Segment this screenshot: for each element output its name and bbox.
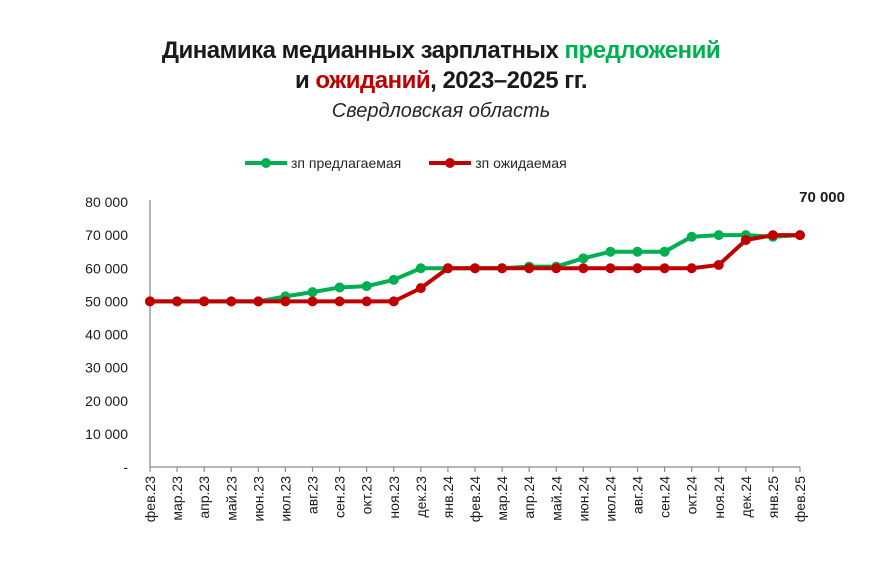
data-point (145, 296, 155, 307)
y-tick-label: 10 000 (85, 426, 128, 442)
y-tick-label: 60 000 (85, 260, 128, 276)
x-tick-label: янв.25 (765, 476, 781, 518)
data-point (415, 283, 426, 294)
data-point (307, 296, 318, 307)
x-tick-label: ноя.23 (386, 476, 402, 519)
y-tick-label: 30 000 (85, 360, 128, 376)
x-tick-label: июн.23 (250, 476, 266, 522)
x-tick-label: фев.23 (142, 476, 158, 522)
y-tick-label: 50 000 (85, 293, 128, 309)
data-point (199, 296, 210, 307)
data-point (659, 263, 670, 274)
data-point (334, 296, 345, 307)
x-tick-label: июн.24 (575, 476, 591, 522)
data-point (253, 296, 264, 307)
data-point (686, 231, 697, 242)
legend-marker-red-icon (429, 158, 472, 168)
chart-subtitle: Свердловская область (331, 100, 551, 122)
x-tick-label: сен.24 (657, 476, 673, 518)
data-point (713, 259, 724, 270)
data-point (388, 296, 399, 307)
chart-title-line2: и ожиданий, 2023–2025 гг. (294, 67, 588, 94)
data-point (524, 263, 535, 274)
data-point (334, 282, 345, 293)
x-tick-label: дек.23 (413, 476, 429, 518)
x-tick-label: апр.23 (196, 476, 212, 519)
title-highlight-expectations: ожиданий (315, 67, 431, 94)
x-tick-label: июл.23 (277, 476, 293, 522)
x-tick-label: мар.23 (169, 476, 185, 521)
legend-item-offered: зп предлагаемая (245, 155, 401, 171)
data-point (226, 296, 237, 307)
legend-item-expected: зп ожидаемая (429, 155, 567, 171)
legend: зп предлагаемая зп ожидаемая (245, 155, 567, 171)
x-tick-label: ноя.24 (711, 476, 727, 519)
data-point (605, 263, 616, 274)
data-point (632, 263, 643, 274)
y-tick-label: - (123, 459, 128, 475)
x-tick-label: фев.25 (792, 476, 808, 522)
data-point (605, 246, 616, 257)
x-tick-label: май.23 (223, 476, 239, 521)
data-point (361, 281, 372, 292)
x-tick-label: авг.24 (630, 476, 646, 514)
x-tick-label: фев.24 (467, 476, 483, 522)
title-highlight-offers: предложений (564, 37, 721, 64)
x-tick-label: апр.24 (521, 476, 537, 519)
data-point (361, 296, 372, 307)
data-point (686, 263, 697, 274)
data-point (470, 263, 480, 274)
data-point (497, 263, 508, 274)
data-point (795, 230, 805, 241)
data-point (415, 263, 426, 274)
x-tick-label: окт.23 (359, 476, 375, 515)
data-point (280, 296, 291, 307)
y-tick-label: 80 000 (85, 194, 128, 210)
data-point (442, 263, 453, 274)
value-callout: 70 000 (799, 189, 845, 206)
x-tick-label: мар.24 (494, 476, 510, 521)
x-tick-label: дек.24 (738, 476, 754, 518)
y-tick-label: 20 000 (85, 393, 128, 409)
data-point (632, 246, 643, 257)
data-point (659, 246, 670, 257)
data-point (578, 263, 589, 274)
y-tick-label: 70 000 (85, 227, 128, 243)
x-tick-label: сен.23 (332, 476, 348, 518)
x-tick-label: янв.24 (440, 476, 456, 518)
data-point (551, 263, 562, 274)
chart-title-line1: Динамика медианных зарплатных предложени… (161, 37, 721, 64)
data-point (172, 296, 183, 307)
series-expected (145, 230, 805, 307)
data-point (767, 230, 778, 241)
chart-title: Динамика медианных зарплатных предложени… (0, 36, 882, 96)
legend-marker-green-icon (245, 158, 287, 168)
data-point (578, 253, 589, 264)
x-tick-label: окт.24 (684, 476, 700, 515)
x-tick-label: июл.24 (602, 476, 618, 522)
x-tick-label: май.24 (548, 476, 564, 521)
data-point (740, 235, 751, 246)
x-tick-label: авг.23 (305, 476, 321, 514)
y-tick-label: 40 000 (85, 327, 128, 343)
data-point (307, 287, 318, 298)
data-point (713, 230, 724, 241)
data-point (388, 274, 399, 285)
